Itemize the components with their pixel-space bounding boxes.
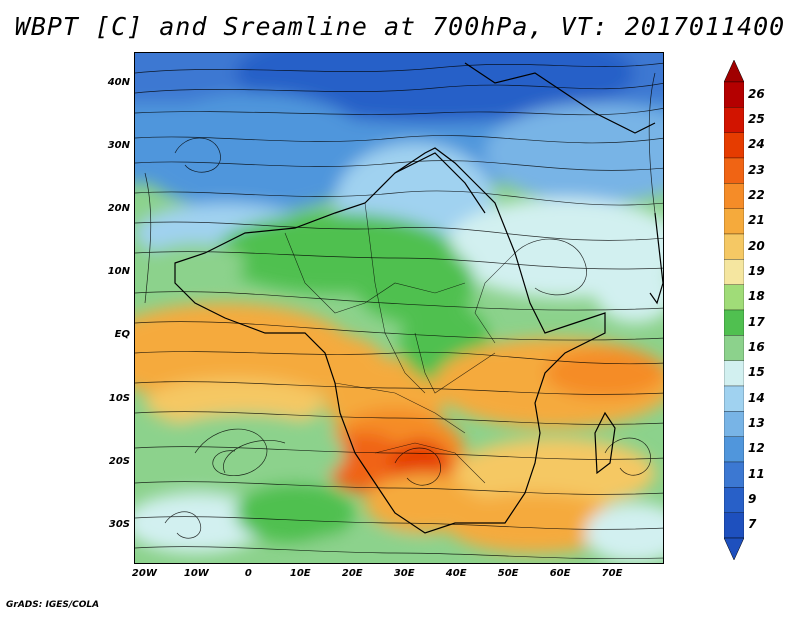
colorbar-tick-label: 7 — [748, 517, 757, 532]
streamlines — [135, 62, 663, 560]
colorbar-tick-label: 16 — [748, 340, 765, 354]
colorbar-segment — [724, 157, 744, 184]
colorbar-segment — [724, 360, 744, 387]
colorbar-tick-label: 11 — [748, 466, 765, 481]
lon-tick-label: 10E — [289, 568, 311, 579]
colorbar-segment — [724, 233, 744, 260]
colorbar — [724, 60, 744, 560]
colorbar-tick-label: 15 — [748, 365, 765, 380]
wbpt-field — [135, 53, 663, 563]
colorbar-segment — [724, 411, 744, 437]
colorbar-tick-label: 25 — [748, 112, 765, 126]
colorbar-segment — [724, 385, 744, 412]
colorbar-tick-label: 21 — [748, 213, 765, 228]
colorbar-tick-label: 19 — [748, 264, 765, 278]
lat-tick-label: 20N — [107, 203, 130, 215]
colorbar-segment — [724, 208, 744, 235]
colorbar-tick-label: 23 — [748, 162, 765, 177]
figure-title: WBPT [C] and Sreamline at 700hPa, VT: 20… — [14, 12, 786, 41]
lat-tick-label: EQ — [114, 329, 130, 341]
map-panel — [134, 52, 664, 564]
lat-tick-label: 30S — [108, 519, 130, 531]
country-borders — [284, 202, 516, 484]
colorbar-tick-label: 24 — [748, 137, 765, 152]
colorbar-segment — [724, 107, 744, 133]
colorbar-segment — [724, 183, 744, 209]
colorbar-tick-label: 17 — [748, 314, 765, 329]
map-canvas — [135, 53, 663, 563]
grads-credit: GrADS: IGES/COLA — [6, 600, 100, 610]
lat-tick-label: 40N — [107, 76, 130, 88]
lon-tick-label: 70E — [601, 568, 623, 579]
colorbar-segment — [724, 259, 744, 285]
colorbar-tick-label: 22 — [748, 188, 765, 202]
colorbar-segment — [724, 132, 744, 159]
lon-tick-label: 0 — [244, 568, 252, 579]
lon-tick-label: 40E — [445, 568, 467, 579]
colorbar-tick-label: 20 — [748, 238, 765, 253]
lon-tick-label: 20E — [341, 568, 363, 579]
lon-tick-label: 30E — [393, 568, 415, 579]
lon-tick-label: 10W — [183, 568, 209, 579]
coastlines — [174, 62, 663, 534]
colorbar-segment — [724, 512, 744, 539]
lat-tick-label: 20S — [108, 455, 130, 467]
lat-tick-label: 30N — [107, 139, 130, 151]
colorbar-top-arrow — [724, 60, 744, 83]
colorbar-segment — [724, 81, 744, 108]
lon-tick-label: 60E — [549, 568, 571, 579]
colorbar-segment — [724, 436, 744, 463]
colorbar-tick-label: 9 — [748, 492, 757, 506]
colorbar-segment — [724, 284, 744, 311]
colorbar-segment — [724, 309, 744, 336]
colorbar-tick-label: 13 — [748, 416, 765, 430]
colorbar-tick-label: 26 — [748, 86, 765, 101]
colorbar-tick-label: 14 — [748, 390, 765, 405]
colorbar-bottom-arrow — [724, 537, 744, 560]
colorbar-segment — [724, 487, 744, 513]
lat-tick-label: 10N — [107, 266, 130, 278]
colorbar-segment — [724, 461, 744, 488]
colorbar-segment — [724, 335, 744, 361]
lat-tick-label: 10S — [108, 392, 130, 404]
lon-tick-label: 20W — [131, 568, 157, 579]
lon-tick-label: 50E — [497, 568, 519, 579]
colorbar-tick-label: 12 — [748, 441, 765, 456]
colorbar-tick-label: 18 — [748, 289, 765, 304]
